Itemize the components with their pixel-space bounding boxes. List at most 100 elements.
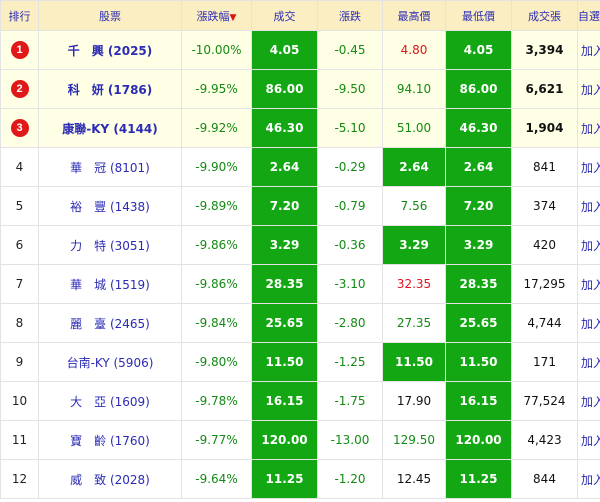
volume-cell: 77,524 — [511, 381, 578, 421]
header-price: 成交 — [251, 0, 318, 31]
add-watchlist-link[interactable]: 加入 — [577, 303, 600, 343]
high-cell: 51.00 — [382, 108, 446, 148]
low-cell: 28.35 — [445, 264, 512, 304]
change-pct-cell: -9.86% — [181, 225, 252, 265]
price-cell: 11.25 — [251, 459, 318, 499]
add-watchlist-link[interactable]: 加入 — [577, 108, 600, 148]
change-cell: -0.79 — [317, 186, 383, 226]
change-pct-cell: -9.90% — [181, 147, 252, 187]
change-cell: -0.45 — [317, 30, 383, 70]
high-cell: 11.50 — [382, 342, 446, 382]
table-row: 4華 冠 (8101)-9.90%2.64-0.292.642.64841加入 — [0, 147, 600, 187]
change-pct-cell: -9.89% — [181, 186, 252, 226]
change-cell: -1.20 — [317, 459, 383, 499]
change-pct-cell: -9.86% — [181, 264, 252, 304]
stock-name-link[interactable]: 寶 齡 (1760) — [38, 420, 182, 460]
volume-cell: 17,295 — [511, 264, 578, 304]
change-cell: -3.10 — [317, 264, 383, 304]
change-cell: -1.75 — [317, 381, 383, 421]
table-row: 10 大 亞 (1609) -9.78% 16.15 -1.75 17.90 16.15 77… — [0, 381, 600, 421]
price-cell: 86.00 — [251, 69, 318, 109]
header-low: 最低價 — [445, 0, 512, 31]
header-stock: 股票 — [38, 0, 182, 31]
low-cell: 4.05 — [445, 30, 512, 70]
add-watchlist-link[interactable]: 加入 — [577, 420, 600, 460]
stock-name-link[interactable]: 華 城 (1519) — [38, 264, 182, 304]
price-cell: 28.35 — [251, 264, 318, 304]
price-cell: 3.29 — [251, 225, 318, 265]
low-cell: 2.64 — [445, 147, 512, 187]
add-watchlist-link[interactable]: 加入 — [577, 69, 600, 109]
table-row: 3 康聯-KY (4144) -9.92% 46.30 -5.10 51.00 46.30 1… — [0, 108, 600, 148]
change-pct-cell: -9.84% — [181, 303, 252, 343]
change-pct-cell: -9.78% — [181, 381, 252, 421]
add-watchlist-link[interactable]: 加入 — [577, 147, 600, 187]
rank-cell: 10 — [0, 381, 39, 421]
high-cell: 4.80 — [382, 30, 446, 70]
price-cell: 7.20 — [251, 186, 318, 226]
volume-cell: 3,394 — [511, 30, 578, 70]
volume-cell: 1,904 — [511, 108, 578, 148]
change-pct-cell: -9.80% — [181, 342, 252, 382]
stock-name-link[interactable]: 千 興 (2025) — [38, 30, 182, 70]
high-cell: 12.45 — [382, 459, 446, 499]
stock-name-link[interactable]: 大 亞 (1609) — [38, 381, 182, 421]
high-cell: 3.29 — [382, 225, 446, 265]
low-cell: 86.00 — [445, 69, 512, 109]
stock-name-link[interactable]: 華 冠 (8101) — [38, 147, 182, 187]
volume-cell: 374 — [511, 186, 578, 226]
low-cell: 120.00 — [445, 420, 512, 460]
high-cell: 7.56 — [382, 186, 446, 226]
stock-name-link[interactable]: 康聯-KY (4144) — [38, 108, 182, 148]
rank-cell: 11 — [0, 420, 39, 460]
header-change-pct[interactable]: 漲跌幅▼ — [181, 0, 252, 31]
stock-name-link[interactable]: 裕 豐 (1438) — [38, 186, 182, 226]
stock-name-link[interactable]: 麗 臺 (2465) — [38, 303, 182, 343]
change-cell: -1.25 — [317, 342, 383, 382]
table-row: 9 台南-KY (5906) -9.80% 11.50 -1.25 11.50 11.50 1… — [0, 342, 600, 382]
volume-cell: 420 — [511, 225, 578, 265]
change-cell: -0.36 — [317, 225, 383, 265]
volume-cell: 4,744 — [511, 303, 578, 343]
price-cell: 25.65 — [251, 303, 318, 343]
change-cell: -9.50 — [317, 69, 383, 109]
header-volume: 成交張 — [511, 0, 578, 31]
add-watchlist-link[interactable]: 加入 — [577, 186, 600, 226]
add-watchlist-link[interactable]: 加入 — [577, 264, 600, 304]
rank-cell: 7 — [0, 264, 39, 304]
rank-cell: 6 — [0, 225, 39, 265]
low-cell: 11.25 — [445, 459, 512, 499]
high-cell: 129.50 — [382, 420, 446, 460]
change-cell: -5.10 — [317, 108, 383, 148]
change-pct-cell: -9.95% — [181, 69, 252, 109]
add-watchlist-link[interactable]: 加入 — [577, 381, 600, 421]
table-header-row: 排行 股票 漲跌幅▼ 成交 漲跌 最高價 最低價 成交張 自選股 — [0, 0, 600, 31]
table-row: 12 威 致 (2028) -9.64% 11.25 -1.20 12.45 11.25 84… — [0, 459, 600, 499]
stock-name-link[interactable]: 威 致 (2028) — [38, 459, 182, 499]
rank-cell: 5 — [0, 186, 39, 226]
add-watchlist-link[interactable]: 加入 — [577, 225, 600, 265]
volume-cell: 171 — [511, 342, 578, 382]
table-row: 5裕 豐 (1438)-9.89%7.20-0.797.567.20374加入 — [0, 186, 600, 226]
high-cell: 32.35 — [382, 264, 446, 304]
high-cell: 17.90 — [382, 381, 446, 421]
high-cell: 27.35 — [382, 303, 446, 343]
volume-cell: 4,423 — [511, 420, 578, 460]
price-cell: 4.05 — [251, 30, 318, 70]
low-cell: 11.50 — [445, 342, 512, 382]
change-cell: -13.00 — [317, 420, 383, 460]
stock-name-link[interactable]: 科 妍 (1786) — [38, 69, 182, 109]
low-cell: 46.30 — [445, 108, 512, 148]
price-cell: 2.64 — [251, 147, 318, 187]
add-watchlist-link[interactable]: 加入 — [577, 342, 600, 382]
price-cell: 120.00 — [251, 420, 318, 460]
header-change: 漲跌 — [317, 0, 383, 31]
stock-name-link[interactable]: 台南-KY (5906) — [38, 342, 182, 382]
add-watchlist-link[interactable]: 加入 — [577, 30, 600, 70]
rank-cell: 2 — [0, 69, 39, 109]
add-watchlist-link[interactable]: 加入 — [577, 459, 600, 499]
stock-name-link[interactable]: 力 特 (3051) — [38, 225, 182, 265]
